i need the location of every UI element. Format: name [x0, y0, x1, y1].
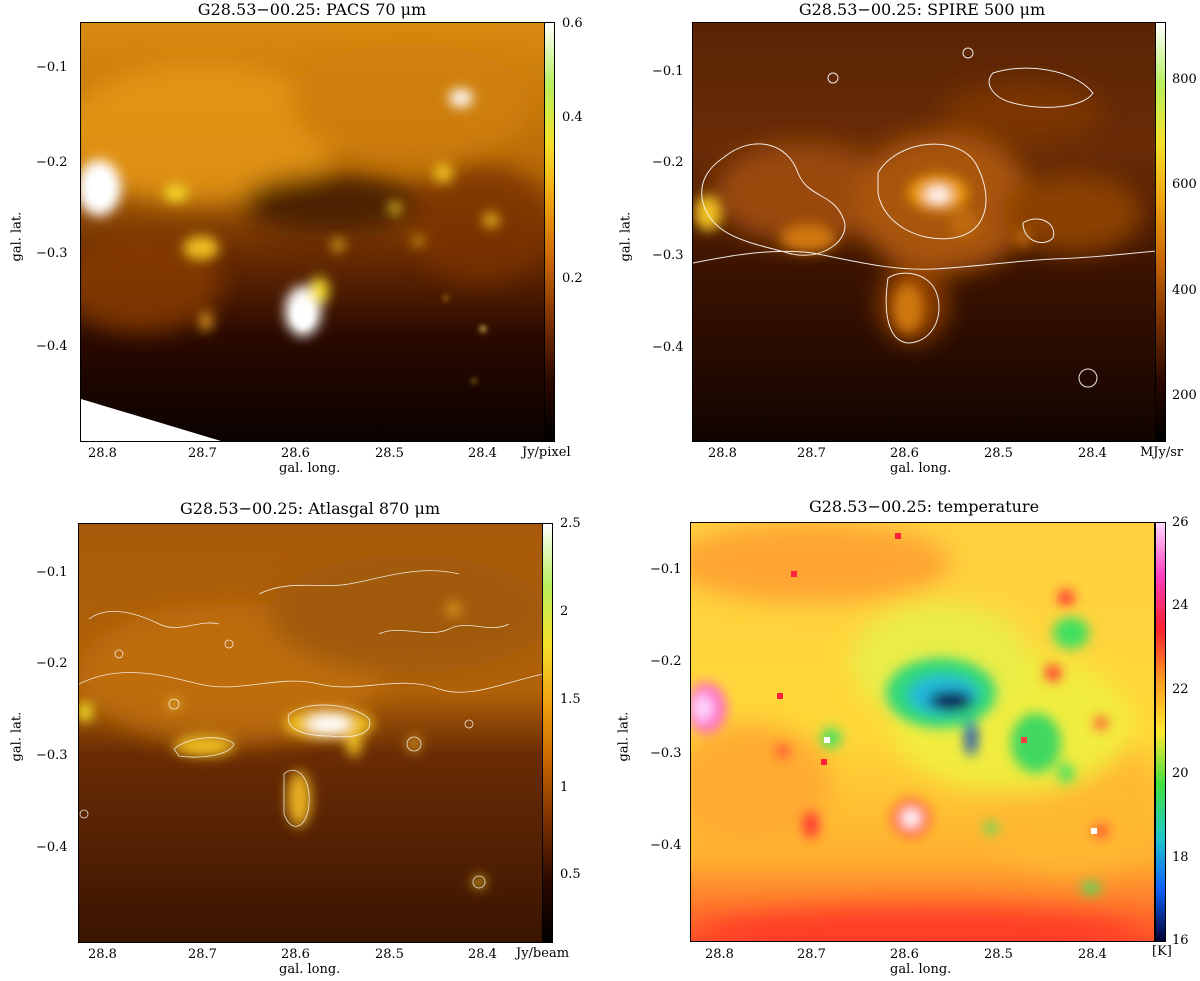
x-tick-label: 28.4: [1078, 947, 1107, 962]
y-tick-label: −0.4: [652, 340, 684, 355]
x-tick-label: 28.6: [281, 446, 310, 461]
y-axis-label: gal. lat.: [616, 711, 632, 762]
y-tick-label: −0.3: [36, 246, 68, 261]
pacs-70-colorbar-gradient: [545, 23, 554, 441]
x-tick-label: 28.8: [705, 947, 734, 962]
y-tick-label: −0.1: [36, 565, 68, 580]
atlasgal-870-colorbar: [542, 523, 553, 943]
colorbar-tick-label: 20: [1172, 766, 1189, 781]
y-tick-label: −0.1: [650, 562, 682, 577]
x-tick-label: 28.4: [468, 947, 497, 962]
colorbar-tick-label: 18: [1172, 850, 1189, 865]
y-tick-label: −0.2: [36, 656, 68, 671]
x-tick-label: 28.5: [375, 446, 404, 461]
colorbar-tick-label: 200: [1172, 388, 1197, 403]
pacs-70-image: [81, 23, 545, 441]
temperature-colorbar: [1155, 522, 1166, 942]
x-tick-label: 28.8: [708, 446, 737, 461]
y-tick-label: −0.3: [650, 746, 682, 761]
colorbar-tick-label: 24: [1172, 598, 1189, 613]
y-tick-label: −0.1: [36, 60, 68, 75]
panel-title: G28.53−00.25: PACS 70 μm: [197, 0, 427, 19]
temperature-image: [691, 523, 1154, 941]
y-tick-label: −0.4: [650, 838, 682, 853]
x-tick-label: 28.5: [984, 947, 1013, 962]
y-tick-label: −0.3: [36, 748, 68, 763]
colorbar-tick-label: 2.5: [560, 516, 581, 531]
x-tick-label: 28.5: [984, 446, 1013, 461]
panel-title: G28.53−00.25: SPIRE 500 μm: [798, 0, 1046, 19]
temperature-map: [690, 522, 1155, 942]
colorbar-tick-label: 22: [1172, 682, 1189, 697]
atlasgal-870-map: [78, 523, 544, 943]
x-tick-label: 28.5: [375, 947, 404, 962]
spire-500-image: [693, 23, 1156, 441]
colorbar-tick-label: 400: [1172, 283, 1197, 298]
colorbar-tick-label: 0.2: [562, 271, 583, 286]
y-axis-label: gal. lat.: [618, 211, 634, 262]
panel-title: G28.53−00.25: temperature: [808, 497, 1040, 516]
x-tick-label: 28.6: [281, 947, 310, 962]
colorbar-tick-label: 16: [1172, 933, 1189, 948]
spire-500-colorbar-gradient: [1156, 23, 1165, 441]
x-tick-label: 28.4: [468, 446, 497, 461]
x-tick-label: 28.7: [188, 947, 217, 962]
y-tick-label: −0.2: [652, 155, 684, 170]
y-tick-label: −0.4: [36, 339, 68, 354]
colorbar-tick-label: 600: [1172, 177, 1197, 192]
y-tick-label: −0.4: [36, 840, 68, 855]
colorbar-unit-label: Jy/pixel: [522, 445, 571, 460]
spire-500-map: [692, 22, 1157, 442]
atlasgal-870-colorbar-gradient: [543, 524, 552, 942]
colorbar-tick-label: 0.4: [562, 110, 583, 125]
temperature-colorbar-gradient: [1156, 523, 1165, 941]
y-tick-label: −0.3: [652, 248, 684, 263]
colorbar-tick-label: 800: [1172, 72, 1197, 87]
colorbar-tick-label: 1: [560, 780, 569, 795]
colorbar-unit-label: MJy/sr: [1140, 445, 1184, 460]
y-axis-label: gal. lat.: [9, 211, 25, 262]
colorbar-tick-label: 0.6: [562, 16, 583, 31]
x-axis-label: gal. long.: [279, 461, 341, 476]
x-tick-label: 28.8: [88, 446, 117, 461]
x-tick-label: 28.4: [1078, 446, 1107, 461]
y-tick-label: −0.2: [36, 155, 68, 170]
pacs-70-map: [80, 22, 546, 442]
y-axis-label: gal. lat.: [9, 711, 25, 762]
y-tick-label: −0.1: [652, 64, 684, 79]
colorbar-tick-label: 0.5: [560, 867, 581, 882]
colorbar-tick-label: 26: [1172, 515, 1189, 530]
x-tick-label: 28.7: [797, 947, 826, 962]
atlasgal-870-image: [79, 524, 543, 942]
x-axis-label: gal. long.: [279, 962, 341, 977]
x-tick-label: 28.8: [88, 947, 117, 962]
x-axis-label: gal. long.: [890, 962, 952, 977]
colorbar-tick-label: 1.5: [560, 692, 581, 707]
pacs-70-colorbar: [544, 22, 555, 442]
x-tick-label: 28.7: [797, 446, 826, 461]
x-tick-label: 28.7: [188, 446, 217, 461]
x-tick-label: 28.6: [890, 947, 919, 962]
panel-title: G28.53−00.25: Atlasgal 870 μm: [179, 499, 441, 518]
x-tick-label: 28.6: [890, 446, 919, 461]
spire-500-colorbar: [1155, 22, 1166, 442]
y-tick-label: −0.2: [650, 654, 682, 669]
colorbar-unit-label: Jy/beam: [516, 946, 570, 961]
colorbar-unit-label: [K]: [1152, 944, 1172, 959]
colorbar-tick-label: 2: [560, 604, 569, 619]
x-axis-label: gal. long.: [890, 461, 952, 476]
